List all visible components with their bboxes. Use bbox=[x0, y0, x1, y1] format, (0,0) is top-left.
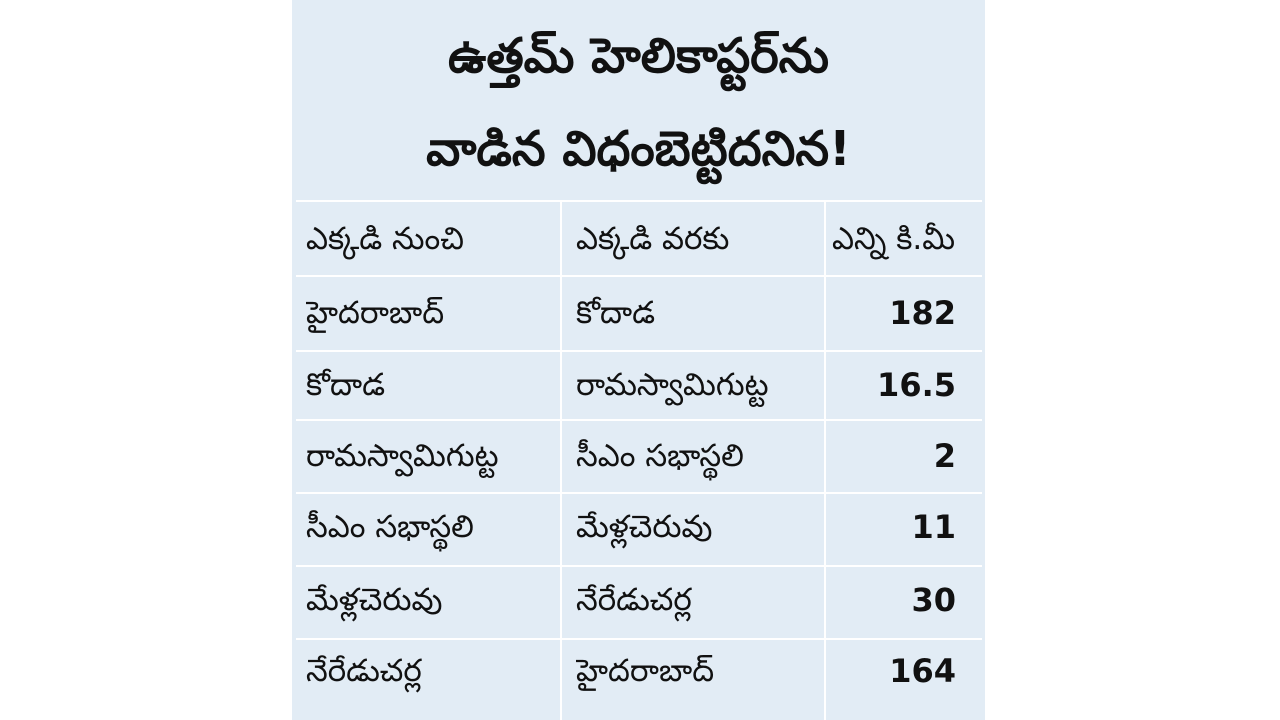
row-divider bbox=[296, 419, 982, 421]
cell-from: హైదరాబాద్ bbox=[306, 295, 445, 331]
column-divider bbox=[560, 200, 562, 720]
cell-from: మేళ్లచెరువు bbox=[306, 582, 443, 618]
table-top-border bbox=[296, 200, 982, 202]
cell-to: నేరేడుచర్ల bbox=[576, 582, 692, 618]
headline-line-2: వాడిన విధంబెట్టిదనిన! bbox=[426, 121, 851, 177]
row-divider bbox=[296, 492, 982, 494]
row-divider bbox=[296, 565, 982, 567]
cell-from: నేరేడుచర్ల bbox=[306, 653, 422, 689]
headline-line-1: ఉత్తమ్ హెలికాప్టర్‌ను bbox=[448, 28, 829, 84]
row-divider bbox=[296, 638, 982, 640]
infographic-card: ఉత్తమ్ హెలికాప్టర్‌ను వాడిన విధంబెట్టిదన… bbox=[292, 0, 985, 720]
cell-to: సీఎం సభాస్థలి bbox=[576, 438, 744, 474]
cell-distance: 182 bbox=[889, 294, 956, 332]
left-margin bbox=[0, 0, 292, 720]
header-from: ఎక్కడి నుంచి bbox=[306, 221, 464, 257]
header-to: ఎక్కడి వరకు bbox=[576, 221, 730, 257]
cell-to: కోదాడ bbox=[576, 295, 656, 331]
cell-distance: 11 bbox=[911, 508, 956, 546]
cell-distance: 164 bbox=[889, 652, 956, 690]
cell-distance: 30 bbox=[911, 581, 956, 619]
row-divider bbox=[296, 350, 982, 352]
cell-to: హైదరాబాద్ bbox=[576, 653, 715, 689]
column-divider bbox=[824, 200, 826, 720]
cell-distance: 2 bbox=[933, 437, 956, 475]
cell-from: కోదాడ bbox=[306, 367, 386, 403]
cell-from: రామస్వామిగుట్ట bbox=[306, 438, 499, 474]
cell-to: రామస్వామిగుట్ట bbox=[576, 367, 769, 403]
right-margin bbox=[985, 0, 1280, 720]
row-divider bbox=[296, 275, 982, 277]
cell-to: మేళ్లచెరువు bbox=[576, 509, 713, 545]
header-distance: ఎన్ని కి.మీ bbox=[832, 221, 956, 257]
cell-distance: 16.5 bbox=[877, 366, 956, 404]
cell-from: సీఎం సభాస్థలి bbox=[306, 509, 474, 545]
